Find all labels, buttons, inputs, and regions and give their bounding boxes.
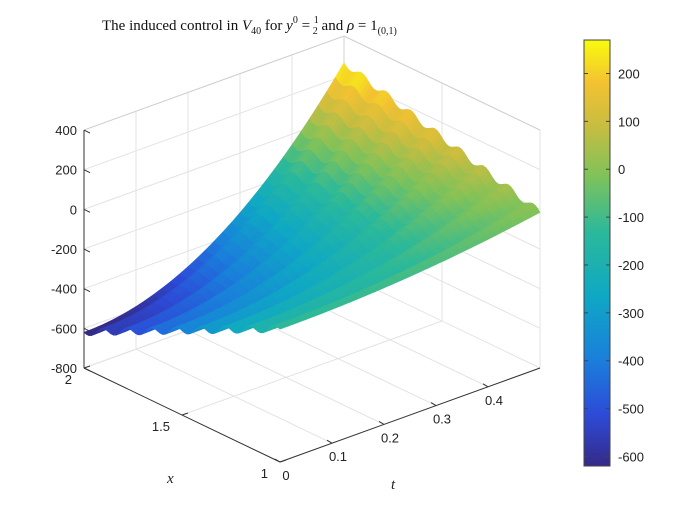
x-axis-label: t <box>391 477 396 493</box>
floor-grid-x <box>181 320 443 416</box>
x-tick-mark <box>378 420 385 425</box>
title-V: V <box>242 18 253 34</box>
y-tick-mark <box>181 412 189 416</box>
colorbar-tick-label: -600 <box>618 449 644 464</box>
box-edge-top-right <box>343 35 541 131</box>
z-tick-label: -200 <box>51 242 77 257</box>
colorbar-gradient <box>583 39 611 467</box>
colorbar: 200 100 0 -100 -200 -300 -400 -500 -600 <box>583 39 644 467</box>
y-tick-label: 1.5 <box>152 419 170 434</box>
title-and: and <box>318 18 347 34</box>
title-middle: for <box>261 18 286 34</box>
z-tick-mark <box>83 327 91 332</box>
x-tick-mark <box>482 383 489 388</box>
title-frac-num: 1 <box>314 15 319 26</box>
z-tick-mark <box>83 248 91 253</box>
colorbar-tick-label: 0 <box>618 162 625 177</box>
z-tick-label: 200 <box>55 163 77 178</box>
z-tick-mark <box>83 169 91 174</box>
title-y-sup: 0 <box>293 15 298 26</box>
colorbar-tick-label: -400 <box>618 354 644 369</box>
x-tick-mark <box>274 458 281 463</box>
y-tick-label: 2 <box>65 372 72 387</box>
x-axis-line <box>279 367 541 463</box>
colorbar-tick-label: 100 <box>618 114 640 129</box>
x-tick-label: 0.4 <box>485 393 503 408</box>
z-tick-label: 0 <box>70 202 77 217</box>
x-tick-label: 0.2 <box>381 430 399 445</box>
box-edge-top-back <box>83 35 345 131</box>
title-frac-den: 2 <box>313 26 318 37</box>
colorbar-ticks: 200 100 0 -100 -200 -300 -400 -500 -600 <box>584 67 644 464</box>
title-eq2: = 1 <box>354 18 377 34</box>
z-tick-label: -800 <box>51 361 77 376</box>
z-tick-mark <box>83 288 91 293</box>
title-eq1: = <box>298 18 314 34</box>
surface <box>83 62 541 336</box>
y-axis-label: x <box>166 471 174 487</box>
z-tick-mark <box>83 129 91 134</box>
title-rho: ρ <box>346 18 354 34</box>
z-tick-label: 400 <box>55 123 77 138</box>
wall-grid-z <box>83 114 345 210</box>
x-tick-label: 0.3 <box>433 412 451 427</box>
axes-layer: 0 0.1 0.2 0.3 0.4 1 1.5 2 400 200 0 -200 -400 -600 -80… <box>51 123 541 483</box>
x-tick-label: 0.1 <box>329 449 347 464</box>
colorbar-tick-label: -100 <box>618 210 644 225</box>
y-tick-mark <box>83 365 91 369</box>
colorbar-tick-label: 200 <box>618 67 640 82</box>
title-y: y <box>284 18 293 34</box>
colorbar-tick-label: -300 <box>618 306 644 321</box>
x-tick-label: 0 <box>282 468 289 483</box>
title-rho-sub: (0,1) <box>378 26 397 37</box>
surface-patch <box>276 323 290 330</box>
z-tick-mark <box>83 208 91 213</box>
x-tick-mark <box>326 439 333 444</box>
title-prefix: The induced control in <box>102 18 242 34</box>
y-tick-label: 1 <box>261 466 268 481</box>
x-tick-mark <box>430 402 437 407</box>
z-tick-label: -400 <box>51 282 77 297</box>
z-tick-label: -600 <box>51 321 77 336</box>
z-tick-mark <box>83 367 91 372</box>
colorbar-tick-label: -500 <box>618 402 644 417</box>
title-V-sub: 40 <box>251 26 261 37</box>
wall-grid-z <box>83 75 345 171</box>
colorbar-tick-label: -200 <box>618 258 644 273</box>
y-tick-mark <box>279 459 287 463</box>
